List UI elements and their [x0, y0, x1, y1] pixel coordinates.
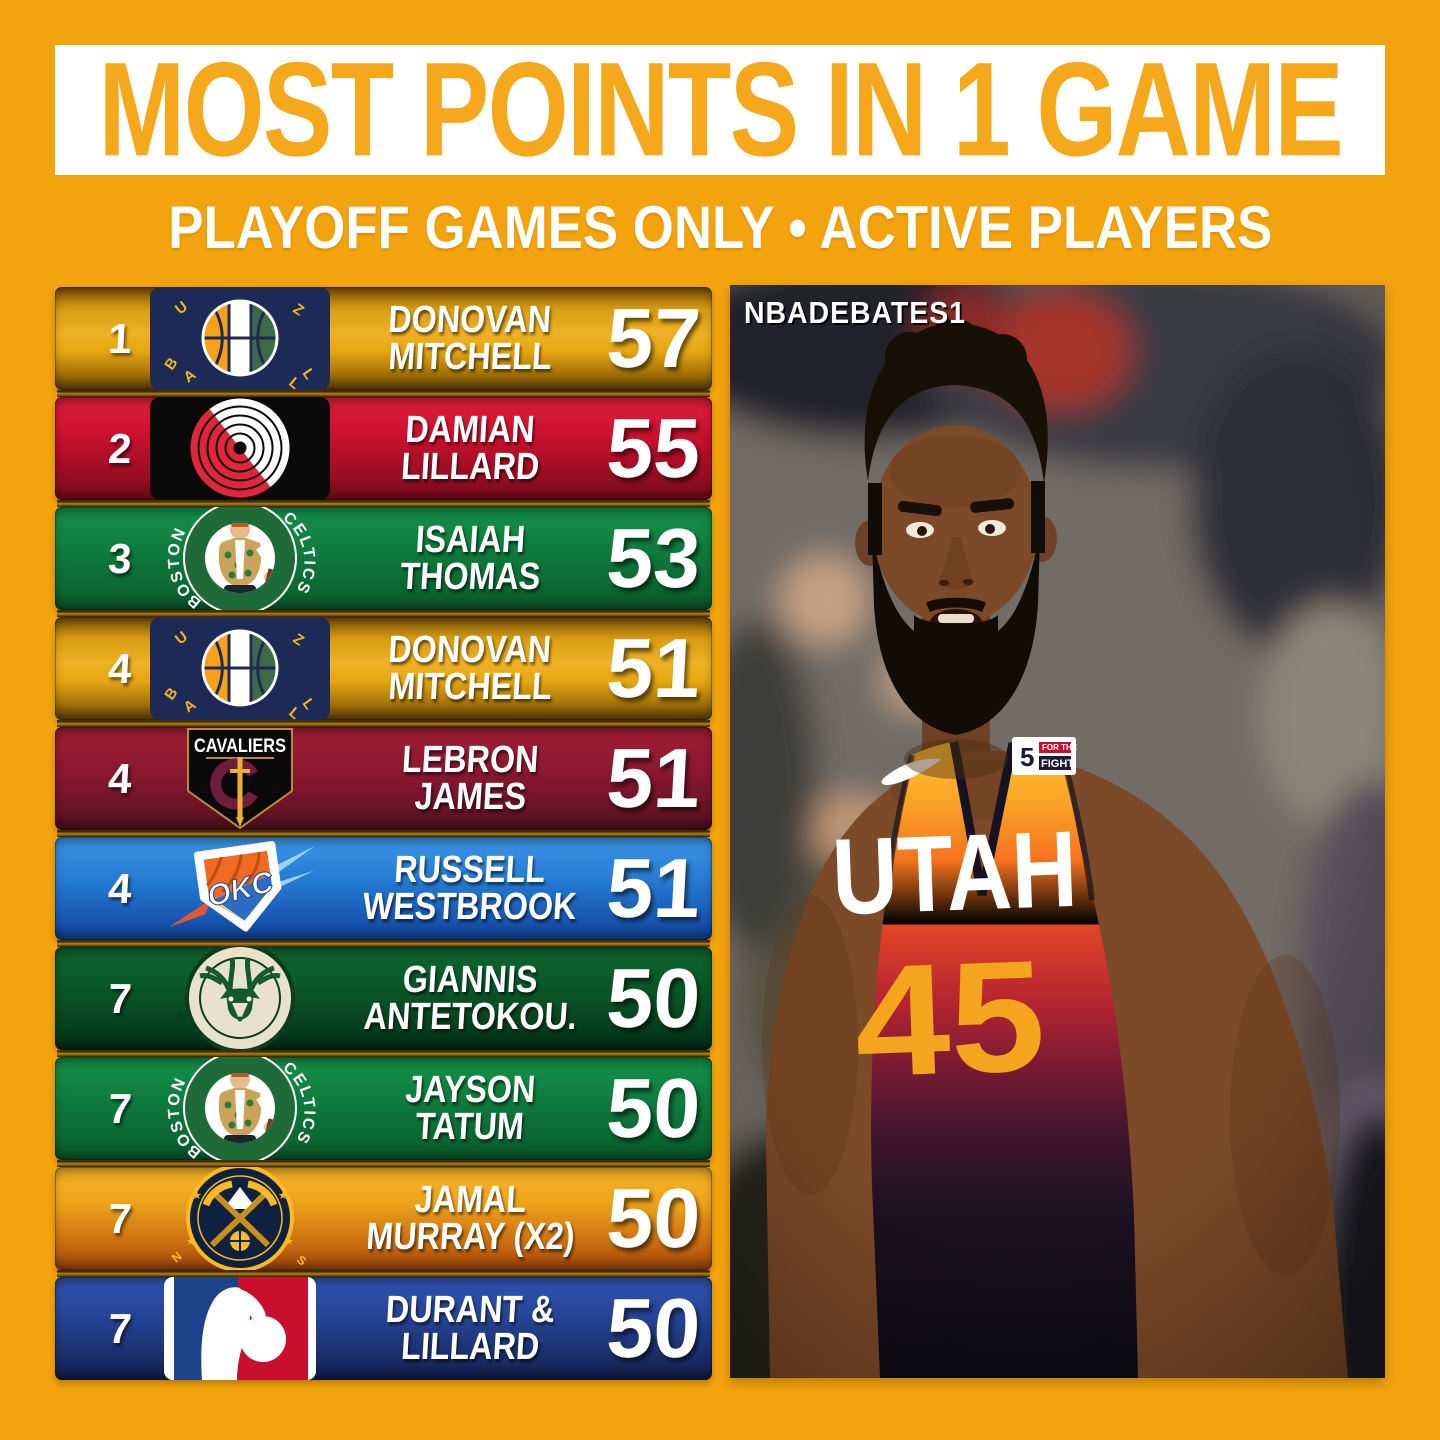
player-name-line2: TATUM: [414, 1105, 526, 1148]
cavaliers-logo: CAVALIERS: [150, 727, 330, 830]
svg-text:★: ★: [278, 1190, 288, 1202]
row-divider: [57, 610, 710, 617]
player-name-line1: JAMAL: [413, 1179, 527, 1222]
player-name-line1: DURANT &: [384, 1289, 556, 1332]
player-name-line1: LEBRON: [400, 739, 540, 782]
svg-text:★: ★: [186, 1236, 196, 1248]
watermark: NBADEBATES1: [744, 295, 966, 330]
svg-text:S: S: [289, 1015, 306, 1031]
points-value: 50: [604, 951, 703, 1045]
nuggets-logo: ★ ★ ★ ★ N S: [150, 1167, 330, 1270]
player-name-line1: JAYSON: [403, 1069, 537, 1112]
leaderboard-row: 7 BOSTON CELTICS JAYSON TATUM 50: [55, 1057, 712, 1160]
leaderboard-row: 7 ★ ★ ★ ★ N S JAMAL MURRAY (X2) 50: [55, 1167, 712, 1270]
page-title: MOST POINTS IN 1 GAME: [98, 35, 1343, 185]
points-value: 50: [604, 1171, 703, 1265]
player-name-line2: THOMAS: [398, 555, 542, 598]
svg-text:★: ★: [284, 1236, 294, 1248]
player-name-line1: RUSSELL: [393, 849, 547, 892]
player-name-line1: DONOVAN: [387, 629, 553, 672]
player-name: DAMIAN LILLARD: [345, 397, 595, 500]
leaderboard-row: 7 DURANT & LILLARD 50: [55, 1277, 712, 1380]
player-name-line2: JAMES: [413, 775, 527, 818]
celtics-logo: BOSTON CELTICS: [150, 1057, 330, 1160]
player-name: RUSSELL WESTBROOK: [345, 837, 595, 940]
leaderboard-row: 1 U Z B A L L DONOVAN MITCHELL 57: [55, 287, 712, 390]
points-value: 50: [604, 1061, 703, 1155]
player-name-line2: ANTETOKOU.: [362, 995, 578, 1038]
row-divider: [57, 720, 710, 727]
svg-text:N: N: [169, 1249, 185, 1265]
points-value: 57: [604, 291, 703, 385]
points-value: 51: [604, 621, 703, 715]
player-name-line2: LILLARD: [399, 445, 541, 488]
player-name-line2: MITCHELL: [387, 665, 553, 708]
player-name-line1: GIANNIS: [401, 959, 539, 1002]
thunder-logo: OKC: [150, 837, 330, 940]
player-name: LEBRON JAMES: [345, 727, 595, 830]
points-value: 53: [604, 511, 703, 605]
svg-text:CAVALIERS: CAVALIERS: [194, 736, 286, 757]
player-name-line2: WESTBROOK: [361, 885, 579, 928]
leaderboard-row: 3 BOSTON CELTICS ISAIAH THOMAS 53: [55, 507, 712, 610]
svg-text:S: S: [294, 1253, 309, 1269]
player-name-line2: MITCHELL: [387, 335, 553, 378]
title-band: MOST POINTS IN 1 GAME: [55, 35, 1385, 185]
leaderboard: 1 U Z B A L L DONOVAN MITCHELL 57 2 DAMI…: [55, 287, 712, 1380]
celtics-logo: BOSTON CELTICS: [150, 507, 330, 610]
leaderboard-row: 7 M S GIANNIS ANTETOKOU. 50: [55, 947, 712, 1050]
points-value: 50: [604, 1281, 703, 1375]
player-name: ISAIAH THOMAS: [345, 507, 595, 610]
row-divider: [57, 390, 710, 397]
player-name-line2: LILLARD: [399, 1325, 541, 1368]
row-divider: [57, 1270, 710, 1277]
player-photo-art: 5 FOR THE FIGHT UTAH 45: [730, 285, 1385, 1378]
bucks-logo: M S: [150, 947, 330, 1050]
points-value: 51: [604, 841, 703, 935]
player-name-line2: MURRAY (X2): [364, 1215, 576, 1258]
row-divider: [57, 940, 710, 947]
points-value: 55: [604, 401, 703, 495]
leaderboard-row: 2 DAMIAN LILLARD 55: [55, 397, 712, 500]
player-name: JAMAL MURRAY (X2): [345, 1167, 595, 1270]
player-name-line1: DAMIAN: [404, 409, 536, 452]
player-name: JAYSON TATUM: [345, 1057, 595, 1160]
player-name-line1: ISAIAH: [414, 519, 526, 562]
page-subtitle: PLAYOFF GAMES ONLY • ACTIVE PLAYERS: [167, 193, 1273, 261]
row-divider: [57, 1050, 710, 1057]
subtitle-row: PLAYOFF GAMES ONLY • ACTIVE PLAYERS: [0, 188, 1440, 266]
blazers-logo: [150, 397, 330, 500]
player-name: DONOVAN MITCHELL: [345, 617, 595, 720]
jazz-logo: U Z B A L L: [150, 287, 330, 390]
nba-logo: [150, 1277, 330, 1380]
player-name-line1: DONOVAN: [387, 299, 553, 342]
leaderboard-row: 4 OKC RUSSELL WESTBROOK 51: [55, 837, 712, 940]
leaderboard-row: 4 U Z B A L L DONOVAN MITCHELL 51: [55, 617, 712, 720]
leaderboard-row: 4 CAVALIERS LEBRON JAMES 51: [55, 727, 712, 830]
row-divider: [57, 500, 710, 507]
jazz-logo: U Z B A L L: [150, 617, 330, 720]
player-name: DONOVAN MITCHELL: [345, 287, 595, 390]
player-name: DURANT & LILLARD: [345, 1277, 595, 1380]
row-divider: [57, 830, 710, 837]
svg-text:★: ★: [192, 1190, 202, 1202]
player-name: GIANNIS ANTETOKOU.: [345, 947, 595, 1050]
player-photo: 5 FOR THE FIGHT UTAH 45: [730, 285, 1385, 1378]
points-value: 51: [604, 731, 703, 825]
row-divider: [57, 1160, 710, 1167]
